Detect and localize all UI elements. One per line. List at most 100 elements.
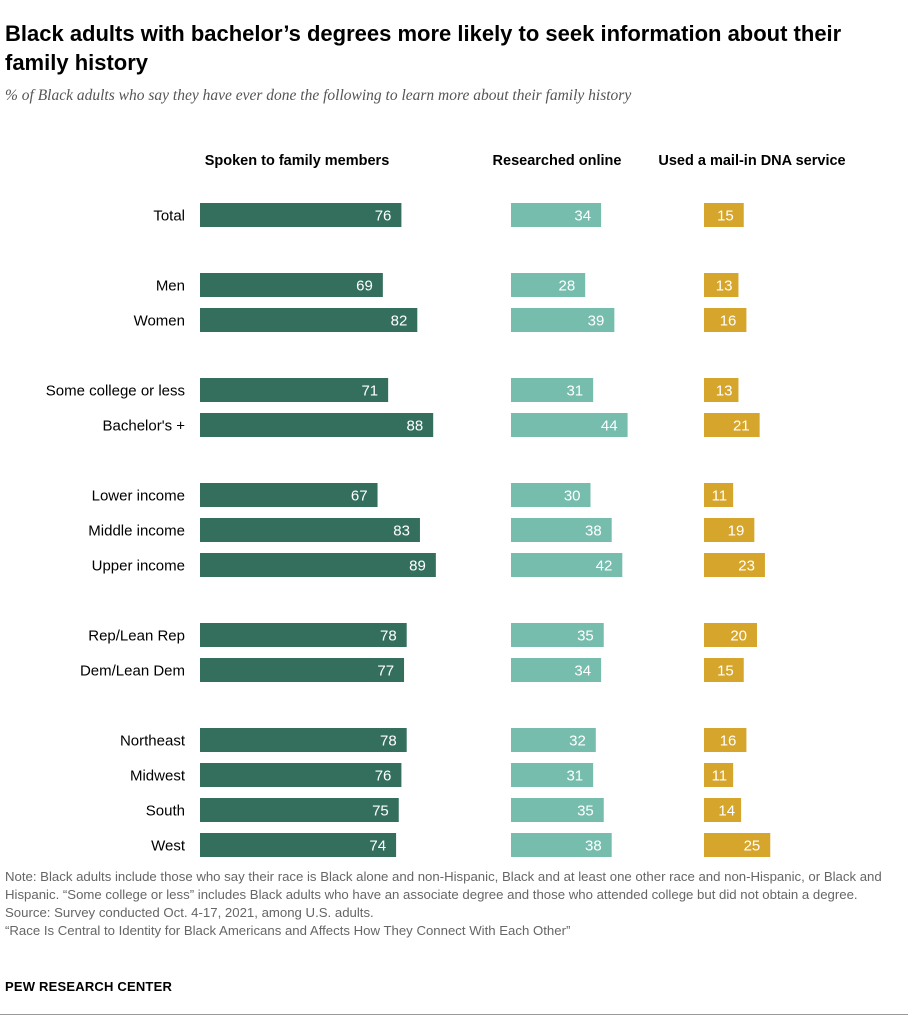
data-label: 35 — [577, 803, 594, 820]
chart-subtitle: % of Black adults who say they have ever… — [5, 87, 632, 104]
bar — [200, 798, 399, 822]
bar — [511, 728, 596, 752]
category-label: Lower income — [92, 488, 185, 505]
data-label: 16 — [720, 733, 737, 750]
category-label: Dem/Lean Dem — [80, 663, 185, 680]
data-label: 34 — [574, 663, 591, 680]
data-label: 28 — [559, 278, 576, 295]
bar — [704, 378, 739, 402]
bar — [511, 483, 591, 507]
bar — [200, 763, 402, 787]
category-label: Midwest — [130, 768, 186, 785]
data-label: 31 — [566, 383, 583, 400]
data-label: 88 — [407, 418, 424, 435]
bar — [704, 308, 747, 332]
data-label: 14 — [718, 803, 735, 820]
data-label: 15 — [717, 208, 734, 225]
bar — [704, 483, 734, 507]
bar — [200, 553, 436, 577]
bar — [511, 763, 594, 787]
bar — [200, 203, 402, 227]
data-label: 35 — [577, 628, 594, 645]
data-label: 78 — [380, 628, 397, 645]
data-label: 69 — [356, 278, 373, 295]
bar — [704, 203, 744, 227]
series-header-1: Researched online — [493, 153, 622, 169]
category-label: West — [151, 838, 186, 855]
note-text: Note: Black adults include those who say… — [5, 869, 882, 902]
data-label: 39 — [588, 313, 605, 330]
data-label: 71 — [361, 383, 378, 400]
report-title: “Race Is Central to Identity for Black A… — [5, 923, 571, 938]
category-label: South — [146, 803, 185, 820]
bar — [200, 833, 397, 857]
bar — [200, 518, 420, 542]
data-label: 44 — [601, 418, 618, 435]
data-label: 75 — [372, 803, 389, 820]
category-label: Bachelor's + — [103, 418, 186, 435]
bar — [511, 623, 604, 647]
bar — [704, 623, 757, 647]
bar — [511, 273, 586, 297]
source-text: Source: Survey conducted Oct. 4-17, 2021… — [5, 905, 374, 920]
bar — [200, 273, 383, 297]
data-label: 30 — [564, 488, 581, 505]
category-label: Total — [153, 208, 185, 225]
bar — [200, 308, 418, 332]
category-label: Some college or less — [46, 383, 185, 400]
data-label: 13 — [716, 383, 733, 400]
category-label: Northeast — [120, 733, 186, 750]
data-label: 11 — [712, 768, 728, 785]
data-label: 38 — [585, 838, 602, 855]
data-label: 19 — [728, 523, 745, 540]
data-label: 15 — [717, 663, 734, 680]
bar — [200, 658, 405, 682]
data-label: 25 — [744, 838, 761, 855]
data-label: 21 — [733, 418, 750, 435]
data-label: 76 — [375, 768, 392, 785]
bar — [511, 378, 594, 402]
bar — [200, 378, 389, 402]
data-label: 31 — [566, 768, 583, 785]
data-label: 89 — [409, 558, 426, 575]
data-label: 82 — [391, 313, 408, 330]
bar — [511, 658, 602, 682]
data-label: 76 — [375, 208, 392, 225]
bar — [511, 308, 615, 332]
data-label: 11 — [712, 488, 728, 505]
series-header-2: Used a mail-in DNA service — [658, 153, 845, 169]
bar — [200, 728, 407, 752]
bar — [704, 273, 739, 297]
bar — [704, 728, 747, 752]
bar — [511, 833, 612, 857]
data-label: 16 — [720, 313, 737, 330]
bar — [200, 483, 378, 507]
brand-logo-text: PEW RESEARCH CENTER — [5, 979, 173, 994]
data-label: 23 — [738, 558, 755, 575]
bar — [704, 553, 765, 577]
category-label: Rep/Lean Rep — [88, 628, 185, 645]
bar — [200, 413, 434, 437]
data-label: 38 — [585, 523, 602, 540]
data-label: 78 — [380, 733, 397, 750]
footnotes: Note: Black adults include those who say… — [5, 868, 900, 940]
data-label: 34 — [574, 208, 591, 225]
bar-chart: Spoken to family members Researched onlin… — [46, 153, 846, 857]
data-label: 13 — [716, 278, 733, 295]
data-label: 20 — [730, 628, 747, 645]
data-label: 32 — [569, 733, 586, 750]
bar — [704, 798, 742, 822]
series-header-0: Spoken to family members — [205, 153, 390, 169]
bar — [704, 658, 744, 682]
category-label: Men — [156, 278, 185, 295]
bar — [511, 413, 628, 437]
bar — [511, 798, 604, 822]
category-label: Upper income — [92, 558, 185, 575]
bar — [200, 623, 407, 647]
bar — [511, 518, 612, 542]
bar — [704, 763, 734, 787]
bar — [704, 518, 755, 542]
data-label: 74 — [369, 838, 386, 855]
category-label: Middle income — [88, 523, 185, 540]
bottom-rule — [0, 1014, 908, 1015]
